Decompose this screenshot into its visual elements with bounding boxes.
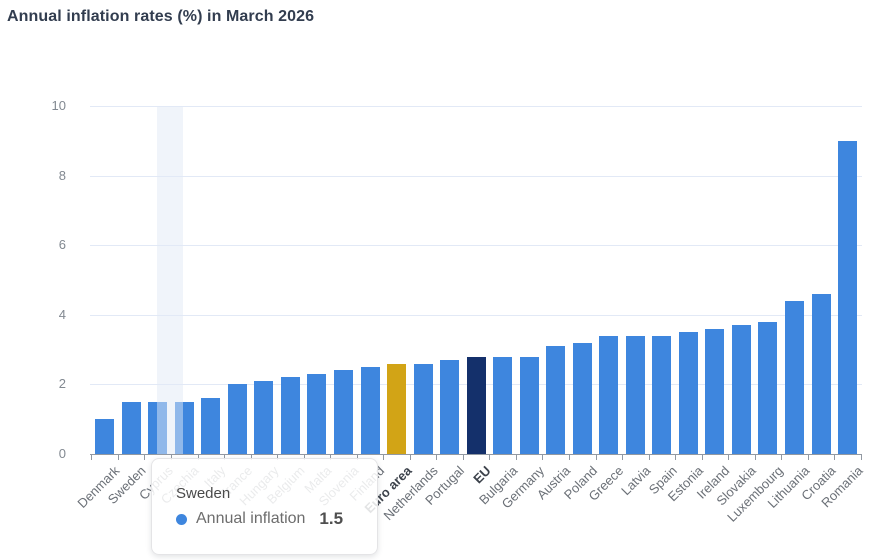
tooltip-category: Sweden [176, 485, 231, 502]
x-axis-tick [834, 455, 836, 460]
bar-slovenia[interactable] [333, 370, 353, 454]
bar-france[interactable] [227, 384, 247, 454]
x-axis-tick [224, 455, 226, 460]
y-axis-label-10: 10 [51, 98, 66, 113]
gridline-6 [90, 245, 862, 247]
bar-slovakia[interactable] [731, 325, 751, 454]
bar-hungary[interactable] [254, 380, 274, 454]
bar-estonia[interactable] [678, 332, 698, 454]
x-axis-tick [595, 455, 597, 460]
bar-netherlands[interactable] [413, 363, 433, 454]
tooltip-value: 1.5 [319, 509, 344, 528]
x-axis-tick [489, 455, 491, 460]
x-axis-tick [383, 455, 385, 460]
tooltip-series-label: Annual inflation [196, 510, 306, 527]
bar-croatia[interactable] [811, 293, 831, 454]
y-axis-label-8: 8 [58, 167, 66, 183]
bar-austria[interactable] [546, 346, 566, 454]
x-axis-tick [91, 455, 93, 460]
x-axis-tick [250, 455, 252, 460]
bar-sweden[interactable] [121, 401, 141, 454]
gridline-10 [90, 106, 862, 107]
x-axis-tick [171, 455, 173, 460]
y-axis-label-6: 6 [58, 237, 66, 253]
x-axis-tick [303, 455, 305, 460]
x-axis-tick [542, 455, 544, 460]
x-axis-tick [701, 455, 703, 460]
bar-eu[interactable] [466, 356, 486, 454]
x-axis-tick [515, 455, 517, 460]
bar-romania[interactable] [838, 140, 858, 454]
bar-latvia[interactable] [625, 335, 645, 454]
bar-greece[interactable] [599, 335, 619, 454]
x-axis-tick [462, 455, 464, 460]
x-axis-tick [648, 455, 650, 460]
bar-bulgaria[interactable] [493, 356, 513, 454]
bar-finland[interactable] [360, 367, 380, 454]
bar-euro-area[interactable] [387, 363, 407, 454]
plot-area [90, 106, 862, 460]
x-axis-tick [754, 455, 756, 460]
x-axis-tick [781, 455, 783, 460]
bar-denmark[interactable] [95, 419, 115, 454]
bar-malta[interactable] [307, 373, 327, 454]
bar-belgium[interactable] [280, 377, 300, 454]
y-axis-label-2: 2 [58, 376, 66, 392]
bar-lithuania[interactable] [784, 300, 804, 454]
bar-spain[interactable] [652, 335, 672, 454]
x-axis-tick [409, 455, 411, 460]
x-axis-tick [277, 455, 279, 460]
bar-cyprus[interactable] [148, 401, 168, 454]
bar-czechia[interactable] [174, 401, 194, 454]
series-marker-icon [176, 513, 187, 525]
y-axis-label-0: 0 [58, 446, 66, 461]
x-label-latvia: Latvia [617, 463, 653, 499]
chart-tooltip: Sweden Annual inflation 1.5 [151, 458, 378, 555]
bar-portugal[interactable] [440, 360, 460, 454]
chart-title: Annual inflation rates (%) in March 2026 [7, 8, 315, 25]
x-axis-tick [436, 455, 438, 460]
gridline-8 [90, 175, 862, 177]
bar-luxembourg[interactable] [758, 321, 778, 454]
x-axis-tick [622, 455, 624, 460]
x-axis-tick [356, 455, 358, 460]
y-axis-label-4: 4 [58, 306, 66, 322]
x-axis-tick [330, 455, 332, 460]
x-axis-tick [117, 455, 119, 460]
x-axis-tick [675, 455, 677, 460]
bar-ireland[interactable] [705, 328, 725, 454]
x-axis-tick [860, 455, 862, 460]
bar-germany[interactable] [519, 356, 539, 454]
x-axis-tick [728, 455, 730, 460]
x-axis-tick [568, 455, 570, 460]
x-axis-tick [197, 455, 199, 460]
bar-poland[interactable] [572, 342, 592, 454]
bar-italy[interactable] [201, 398, 221, 454]
x-axis-tick [144, 455, 146, 460]
gridline-4 [90, 314, 862, 316]
tooltip-series-row: Annual inflation 1.5 [176, 509, 377, 529]
x-axis-tick [807, 455, 809, 460]
